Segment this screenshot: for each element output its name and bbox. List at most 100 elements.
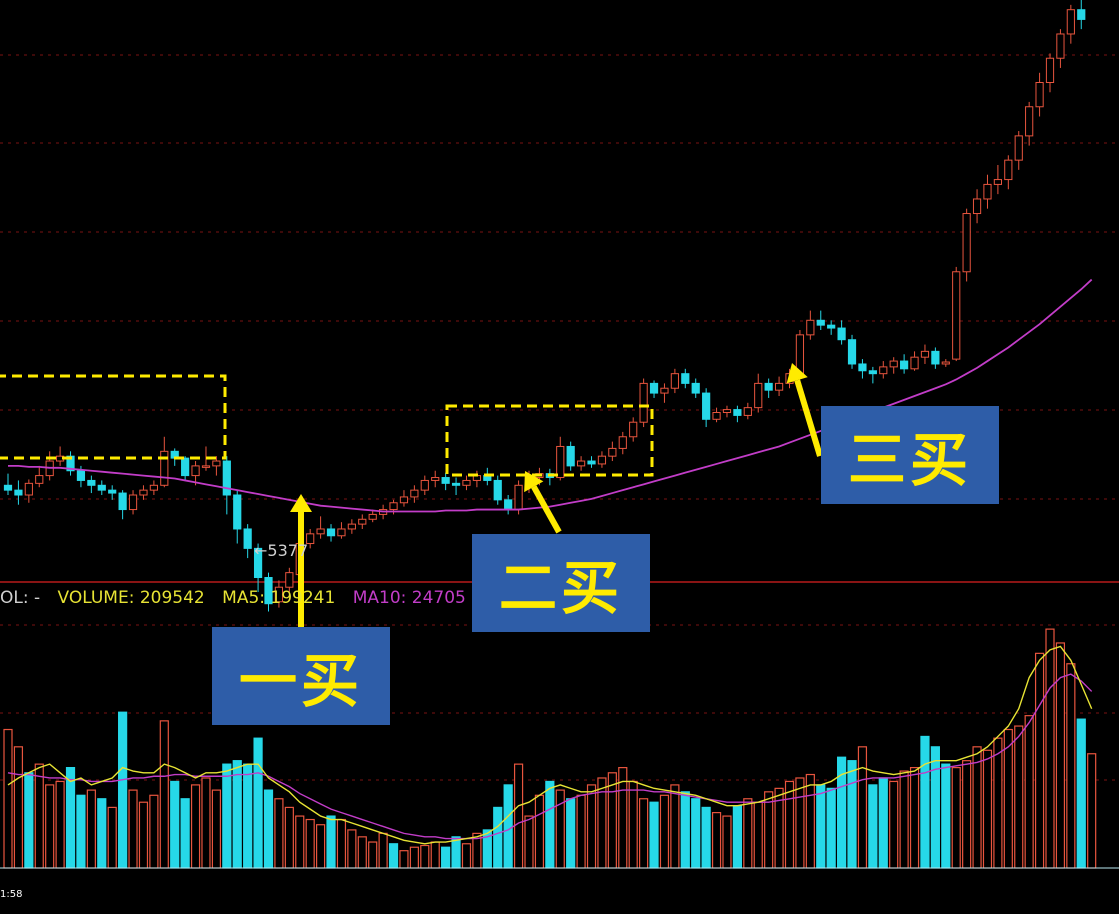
volume-bar (962, 760, 972, 869)
volume-bar (24, 772, 34, 869)
volume-bar (1034, 652, 1045, 869)
volume-header: OL: - VOLUME: 209542 MA5: 199241 MA10: 2… (0, 588, 478, 608)
volume-bar (441, 846, 451, 869)
candle (14, 489, 23, 496)
volume-bar (566, 798, 576, 869)
volume-bar (1024, 715, 1034, 869)
volume-bar (576, 794, 586, 869)
volume-bar (55, 780, 65, 869)
candle (358, 518, 367, 525)
volume-bar (222, 763, 232, 869)
annotation-overlays (0, 363, 823, 627)
volume-bar (368, 841, 378, 869)
volume-bar (76, 794, 86, 869)
candle (128, 494, 138, 511)
candle (837, 327, 846, 341)
volume-bar (816, 784, 826, 869)
candle (597, 455, 607, 465)
volume-bar (764, 791, 774, 869)
volume-ma5-line (7, 645, 1093, 845)
candle (233, 494, 242, 530)
volume-bar (409, 846, 419, 869)
volume-bar (86, 789, 96, 869)
candle (941, 361, 950, 365)
candle (462, 479, 471, 486)
candle (712, 412, 721, 420)
volume-bar (732, 805, 743, 869)
candle (660, 387, 669, 394)
volume-bar (878, 777, 888, 869)
volume-bar (857, 746, 868, 869)
candle (931, 350, 940, 365)
candle (326, 528, 336, 537)
volume-bar (930, 746, 940, 869)
consolidation-box-middle (445, 404, 654, 477)
volume-bar (868, 784, 878, 869)
volume-bar (107, 806, 117, 869)
volume-bar (34, 763, 44, 869)
volume-bar (951, 766, 961, 869)
candle (618, 436, 627, 449)
candle (493, 479, 502, 501)
volume-value: VOLUME: 209542 (57, 588, 205, 608)
candle (733, 409, 742, 416)
candle (889, 360, 898, 368)
volume-bar (982, 749, 993, 869)
volume-bar (1066, 663, 1076, 869)
volume-bar (149, 794, 159, 869)
volume-bar (993, 737, 1003, 869)
candle (847, 339, 857, 365)
volume-bar (941, 763, 951, 869)
candle (1066, 9, 1075, 35)
candle (285, 572, 294, 588)
candle (35, 475, 44, 484)
volume-bar (701, 806, 711, 869)
arrow-shaft (531, 485, 562, 534)
candle (1025, 106, 1034, 137)
candle (410, 489, 419, 498)
candle (816, 319, 825, 326)
candle (587, 460, 596, 465)
candle (504, 499, 513, 511)
volume-bar (357, 836, 367, 869)
volume-bar (534, 794, 545, 869)
volume-bar (451, 836, 461, 869)
volume-bar (420, 844, 430, 869)
volume-bar (493, 806, 503, 869)
volume-bar (1087, 753, 1097, 869)
volume-bar (972, 746, 982, 869)
candle (3, 484, 13, 491)
volume-bar (316, 824, 326, 869)
volume-bar (45, 784, 55, 869)
candle (201, 465, 211, 468)
candle (212, 460, 221, 467)
volume-bar (826, 787, 836, 869)
candle (243, 528, 252, 549)
candle (629, 421, 638, 438)
volume-bar (170, 780, 180, 869)
volume-bar (430, 841, 440, 869)
candle (702, 392, 711, 420)
volume-bar (784, 780, 795, 869)
candle (264, 577, 273, 605)
volume-bar (607, 772, 617, 869)
volume-ma5-value: MA5: 199241 (222, 588, 336, 608)
candle (1014, 135, 1023, 161)
volume-bar (65, 766, 76, 869)
grid-lines (0, 54, 1119, 781)
volume-bar (159, 720, 169, 869)
volume-bar (753, 801, 763, 869)
volume-bar (722, 815, 732, 869)
candle (722, 409, 732, 413)
candle (983, 183, 992, 200)
candle (181, 457, 190, 477)
first-buy-arrow (290, 494, 312, 627)
candle (827, 324, 836, 329)
candle (858, 363, 867, 372)
arrow-shaft (794, 379, 823, 457)
candle (1077, 9, 1086, 20)
candle (566, 445, 575, 467)
volume-bar (378, 832, 388, 869)
candle (149, 484, 158, 491)
candle (952, 271, 961, 360)
